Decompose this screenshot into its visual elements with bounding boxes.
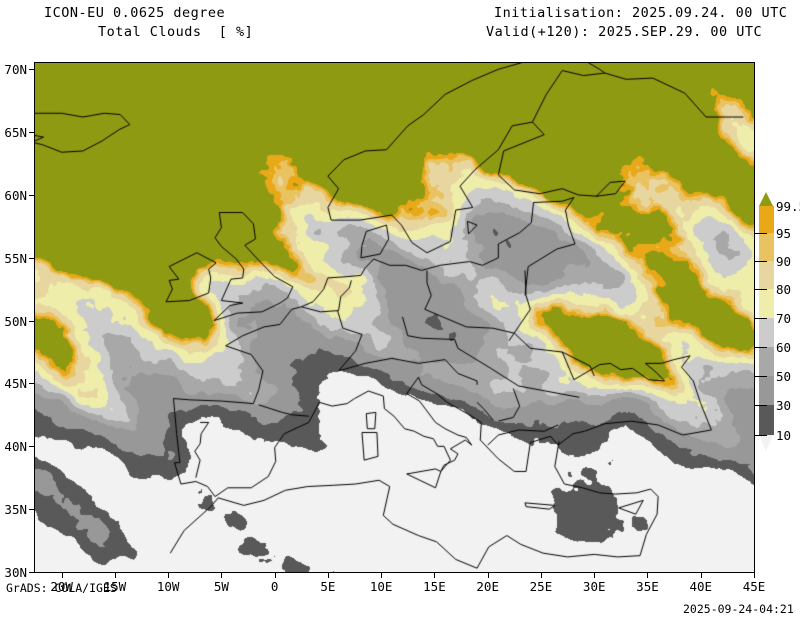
colorbar-label: 10: [776, 428, 792, 443]
x-axis-tick: [61, 573, 63, 578]
y-axis-tick: [29, 257, 34, 259]
colorbar-tick: [755, 289, 767, 290]
colorbar-label: 95: [776, 226, 792, 241]
x-axis-label: 35E: [636, 579, 659, 594]
x-axis-label: 10E: [369, 579, 393, 594]
colorbar: 99.5 95 90 80 70 60 50 30 10: [755, 192, 800, 454]
y-axis-label: 65N: [4, 125, 27, 141]
colorbar-tick: [755, 233, 767, 234]
colorbar-extend-max-arrow: [759, 192, 773, 206]
x-axis-label: 40E: [689, 579, 713, 594]
y-axis-tick: [29, 69, 34, 71]
colorbar-label: 80: [776, 282, 792, 297]
chart-header: ICON-EU 0.0625 degree Total Clouds [ %] …: [0, 0, 800, 50]
colorbar-band: [759, 347, 774, 376]
x-axis-label: 30E: [582, 579, 606, 594]
field-title: Total Clouds [ %]: [98, 24, 254, 40]
colorbar-bands: [759, 206, 774, 435]
y-axis-tick: [29, 383, 34, 385]
x-axis-tick: [274, 573, 276, 578]
x-axis-tick: [754, 573, 755, 578]
colorbar-band: [759, 206, 774, 233]
colorbar-band: [759, 318, 774, 347]
colorbar-band: [759, 289, 774, 318]
x-axis-label: 10W: [156, 579, 180, 594]
colorbar-tick: [755, 435, 767, 436]
x-axis-tick: [327, 573, 329, 578]
colorbar-tick: [755, 318, 767, 319]
colorbar-band: [759, 261, 774, 289]
x-axis-tick: [434, 573, 436, 578]
y-axis-tick: [29, 509, 34, 511]
x-axis-tick: [487, 573, 489, 578]
colorbar-label: 90: [776, 254, 792, 269]
x-axis-label: 15W: [103, 579, 127, 594]
x-axis-label: 45E: [742, 579, 766, 594]
colorbar-label: 99.5: [776, 199, 800, 214]
y-axis-label: 40N: [4, 439, 27, 455]
colorbar-band: [759, 405, 774, 435]
y-axis-label: 70N: [4, 62, 27, 78]
initialisation-time: Initialisation: 2025.09.24. 00 UTC: [494, 5, 788, 21]
grads-credit: GrADS: COLA/IGES: [6, 581, 117, 595]
colorbar-label: 30: [776, 398, 792, 413]
generation-timestamp: 2025-09-24-04:21: [683, 602, 794, 616]
colorbar-extend-min-arrow: [759, 435, 773, 451]
x-axis-label: 20W: [50, 579, 73, 594]
y-axis-tick: [29, 132, 34, 134]
x-axis-tick: [594, 573, 596, 578]
y-axis-label: 30N: [4, 565, 27, 580]
colorbar-label: 60: [776, 340, 792, 355]
x-axis-label: 20E: [476, 579, 499, 594]
colorbar-tick: [755, 405, 767, 406]
colorbar-tick: [755, 347, 767, 348]
colorbar-label: 70: [776, 311, 792, 326]
valid-time: Valid(+120): 2025.SEP.29. 00 UTC: [486, 24, 763, 40]
y-axis-label: 50N: [4, 313, 27, 329]
x-axis-tick: [168, 573, 170, 578]
x-axis-tick: [114, 573, 116, 578]
y-axis-label: 35N: [4, 502, 27, 518]
x-axis-label: 0: [270, 579, 279, 594]
x-axis-label: 5E: [320, 579, 336, 594]
y-axis-label: 60N: [4, 187, 27, 203]
y-axis-tick: [29, 446, 34, 448]
y-axis-tick: [29, 572, 34, 573]
x-axis-tick: [647, 573, 649, 578]
y-axis-label: 55N: [4, 250, 27, 266]
x-axis-label: 5W: [213, 579, 229, 594]
x-axis-label: 25E: [529, 579, 553, 594]
colorbar-label: 50: [776, 369, 792, 384]
x-axis-tick: [381, 573, 383, 578]
map-plot-area: [34, 62, 755, 573]
model-title: ICON-EU 0.0625 degree: [44, 5, 226, 21]
x-axis-tick: [540, 573, 542, 578]
colorbar-tick: [755, 261, 767, 262]
x-axis-tick: [221, 573, 223, 578]
colorbar-tick: [755, 376, 767, 377]
y-axis-tick: [29, 320, 34, 322]
x-axis-label: 15E: [423, 579, 446, 594]
colorbar-band: [759, 233, 774, 261]
colorbar-band: [759, 376, 774, 405]
y-axis-label: 45N: [4, 376, 27, 392]
x-axis-tick: [700, 573, 702, 578]
y-axis-tick: [29, 194, 34, 196]
cloud-cover-heatmap: [35, 63, 754, 572]
